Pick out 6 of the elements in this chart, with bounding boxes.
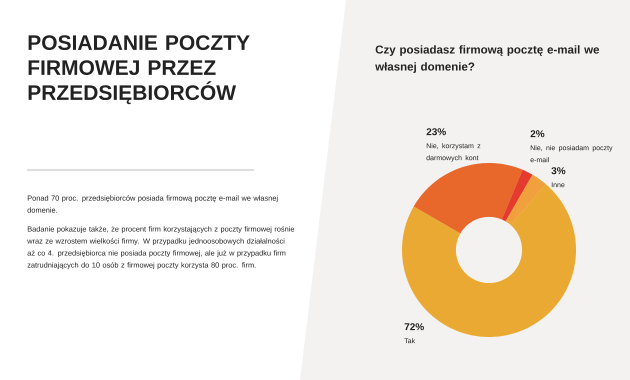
data-label: 72% [404,323,424,330]
text: POSIADANIE POCZTY FIRMOWEJ PRZEZ PRZEDSIĘBIORCÓW [28,35,250,104]
chart-subtitle: Czy posiadasz firmową pocztę e-mail we własnej domenie? [375,45,600,73]
data-label: 3% [551,167,566,174]
data-label: 2% [530,130,544,138]
data-label: 23% [426,128,446,136]
